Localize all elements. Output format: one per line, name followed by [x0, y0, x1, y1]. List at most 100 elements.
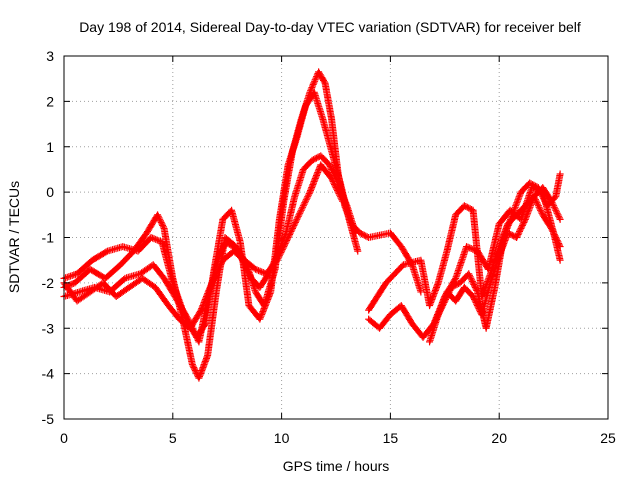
data-point-trail	[527, 180, 541, 191]
data-point	[556, 256, 564, 264]
data-point-trail	[161, 276, 178, 299]
series-4	[60, 161, 347, 332]
data-point-trail	[228, 208, 244, 244]
data-point-trail	[187, 308, 204, 331]
data-point	[352, 229, 360, 237]
chart-title: Day 198 of 2014, Sidereal Day-to-day VTE…	[79, 19, 581, 35]
data-point-trail	[114, 284, 132, 299]
data-point-trail	[311, 90, 326, 122]
data-point-trail	[72, 266, 93, 286]
data-point-trail	[435, 249, 450, 285]
data-point-trail	[75, 289, 93, 304]
data-point-trail	[540, 212, 555, 231]
data-point-trail	[426, 280, 442, 308]
data-point	[354, 247, 362, 255]
y-tick-label: 3	[46, 48, 54, 64]
data-point-trail	[462, 203, 476, 213]
data-point-trail	[158, 240, 176, 285]
y-tick-label: -1	[42, 230, 55, 246]
data-point-trail	[392, 262, 406, 276]
data-point	[188, 361, 196, 369]
data-point-trail	[103, 262, 123, 281]
data-point	[306, 188, 314, 196]
data-point-trail	[518, 185, 535, 222]
y-tick-label: 0	[46, 184, 54, 200]
y-tick-label: -3	[42, 320, 55, 336]
data-point-trail	[195, 299, 211, 344]
data-point-trail	[154, 212, 167, 231]
data-point-trail	[398, 303, 415, 326]
x-tick-label: 15	[383, 430, 399, 446]
data-point-trail	[256, 290, 274, 322]
data-point-trail	[443, 212, 459, 253]
data-point-trail	[505, 230, 519, 241]
x-tick-label: 0	[60, 430, 68, 446]
data-point-trail	[464, 243, 480, 254]
data-point	[556, 215, 564, 223]
data-point-trail	[544, 194, 558, 208]
data-point-trail	[90, 248, 110, 263]
data-point-trail	[449, 280, 463, 291]
data-point-trail	[285, 135, 300, 167]
data-point-trail	[343, 203, 359, 235]
y-tick-label: -5	[42, 411, 55, 427]
data-point	[284, 234, 292, 241]
data-point-trail	[319, 117, 335, 154]
data-point-trail	[291, 167, 307, 199]
data-point-trail	[140, 275, 158, 290]
data-point-trail	[152, 285, 171, 308]
data-point-trail	[274, 235, 291, 263]
data-point	[325, 161, 333, 169]
data-points	[60, 68, 564, 382]
data-point-trail	[548, 226, 563, 249]
data-point-trail	[150, 262, 167, 281]
data-point-trail	[388, 230, 404, 249]
data-point-trail	[166, 303, 182, 322]
data-point	[439, 302, 447, 310]
data-point-trail	[231, 248, 247, 263]
data-point-trail	[318, 162, 335, 181]
data-point-trail	[301, 158, 315, 172]
data-point-trail	[535, 185, 550, 208]
data-point-trail	[500, 212, 516, 240]
data-point-trail	[198, 280, 215, 313]
axis-ticks: 0 5 10 15 20 25 -5 -4 -3 -2 -1 0 1 2 3	[42, 48, 616, 446]
data-point-trail	[531, 194, 546, 217]
data-point-trail	[491, 235, 507, 290]
data-point	[513, 234, 521, 241]
data-point	[154, 211, 162, 219]
data-point-trail	[374, 280, 389, 299]
data-point	[328, 175, 336, 183]
data-point	[197, 306, 205, 314]
data-point	[251, 265, 259, 273]
data-point	[526, 179, 534, 187]
data-point-trail	[264, 258, 280, 276]
data-point-trail	[439, 285, 455, 308]
data-point	[534, 184, 542, 192]
y-axis-label: SDTVAR / TECUs	[6, 181, 22, 293]
data-point-trail	[135, 235, 154, 254]
data-point	[530, 193, 538, 201]
data-point-trail	[118, 248, 136, 267]
data-point-trail	[366, 294, 380, 313]
data-point	[417, 288, 425, 296]
data-point	[547, 224, 555, 232]
data-point-trail	[326, 162, 341, 185]
data-point	[208, 279, 216, 287]
data-point	[556, 170, 564, 178]
data-point-trail	[346, 217, 361, 253]
data-point	[273, 256, 281, 264]
data-point-trail	[293, 104, 309, 140]
y-tick-label: -4	[42, 366, 55, 382]
data-point-trail	[223, 239, 236, 250]
data-point-trail	[466, 271, 481, 294]
data-point-trail	[149, 234, 164, 245]
data-point-trail	[321, 81, 335, 122]
data-point	[308, 156, 316, 164]
data-point-trail	[377, 312, 393, 331]
x-tick-label: 5	[169, 430, 177, 446]
data-point-trail	[315, 69, 328, 86]
data-point-trail	[483, 285, 498, 331]
data-point-trail	[285, 212, 302, 240]
